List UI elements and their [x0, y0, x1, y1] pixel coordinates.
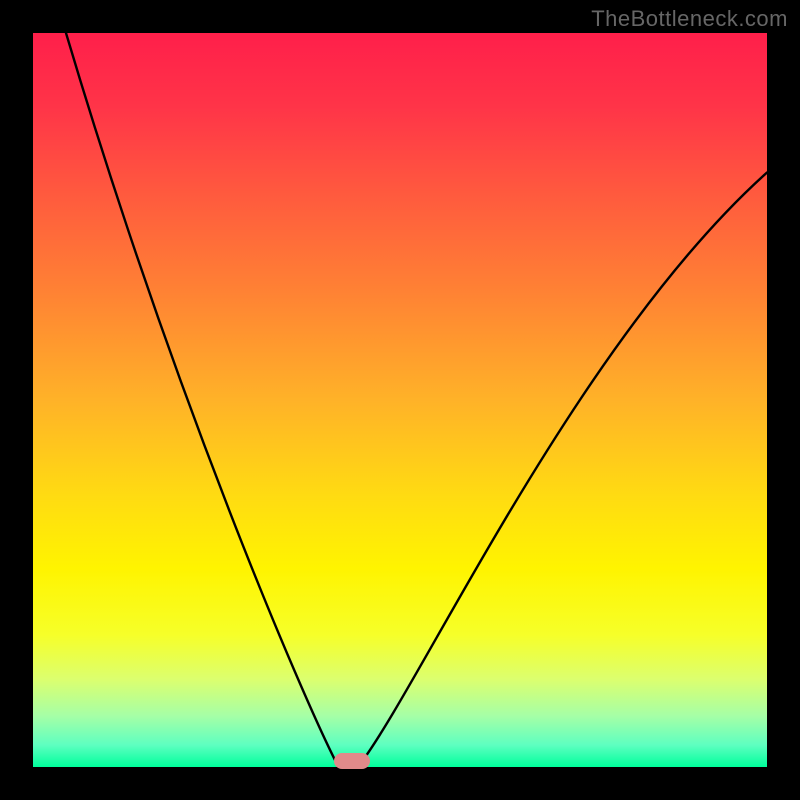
vertex-marker: [334, 753, 370, 769]
bottleneck-curve: [33, 33, 767, 767]
curve-path: [66, 33, 767, 763]
plot-area: [33, 33, 767, 767]
outer-canvas: TheBottleneck.com: [0, 0, 800, 800]
watermark-text: TheBottleneck.com: [591, 6, 788, 32]
